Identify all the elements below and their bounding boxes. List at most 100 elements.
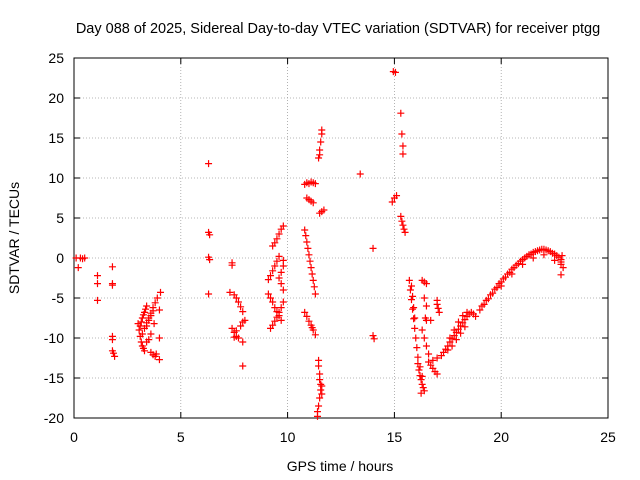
data-point xyxy=(407,296,415,304)
data-point xyxy=(150,320,158,328)
data-point xyxy=(271,239,279,247)
data-point xyxy=(476,306,484,314)
data-point xyxy=(463,308,471,316)
x-tick-label: 20 xyxy=(493,429,509,445)
data-point xyxy=(487,291,495,299)
data-point xyxy=(519,260,527,268)
data-point xyxy=(234,334,242,342)
data-point xyxy=(425,350,433,358)
y-tick-label: -20 xyxy=(44,410,64,426)
data-point xyxy=(145,316,153,324)
data-point xyxy=(391,68,399,76)
data-point xyxy=(226,288,234,296)
data-point xyxy=(315,362,323,370)
data-point xyxy=(269,298,277,306)
data-point xyxy=(155,334,163,342)
y-tick-labels: -20 -15 -10 -5 0 5 10 15 20 25 xyxy=(44,50,64,426)
data-point xyxy=(275,308,283,316)
data-point xyxy=(420,334,428,342)
data-point xyxy=(228,261,236,269)
data-point xyxy=(206,231,214,239)
data-point xyxy=(399,221,407,229)
data-point xyxy=(419,384,427,392)
data-point xyxy=(315,402,323,410)
y-tick-label: 15 xyxy=(48,130,64,146)
data-point xyxy=(145,336,153,344)
data-point xyxy=(422,280,430,288)
data-point xyxy=(407,282,415,290)
data-point xyxy=(311,180,319,188)
data-point xyxy=(316,376,324,384)
data-point xyxy=(433,370,441,378)
data-point xyxy=(315,154,323,162)
data-point xyxy=(152,350,160,358)
data-point xyxy=(434,304,442,312)
data-point xyxy=(135,326,143,334)
data-point xyxy=(230,333,238,341)
y-tick-label: 0 xyxy=(56,250,64,266)
y-tick-label: -10 xyxy=(44,330,64,346)
data-point xyxy=(303,312,311,320)
data-point xyxy=(277,316,285,324)
data-point xyxy=(529,254,537,262)
data-point xyxy=(307,264,315,272)
data-point xyxy=(422,302,430,310)
data-point xyxy=(405,276,413,284)
data-point xyxy=(397,212,405,220)
data-point xyxy=(108,263,116,271)
data-point xyxy=(241,316,249,324)
x-tick-label: 10 xyxy=(280,429,296,445)
y-tick-label: -15 xyxy=(44,370,64,386)
data-point xyxy=(559,264,567,272)
data-point xyxy=(136,322,144,330)
data-point xyxy=(239,308,247,316)
data-point xyxy=(269,321,277,329)
data-point xyxy=(153,294,161,302)
data-point xyxy=(110,349,118,357)
data-point xyxy=(137,318,145,326)
data-point xyxy=(311,331,319,339)
data-point xyxy=(551,256,559,264)
data-point xyxy=(512,261,520,269)
data-point xyxy=(525,251,533,259)
data-point xyxy=(406,286,414,294)
data-point xyxy=(239,338,247,346)
data-point xyxy=(429,356,437,364)
data-point xyxy=(448,342,456,350)
data-point xyxy=(237,322,245,330)
data-point xyxy=(275,252,283,260)
x-tick-label: 15 xyxy=(387,429,403,445)
data-point xyxy=(269,267,277,275)
data-point xyxy=(416,363,424,371)
grid-lines xyxy=(74,58,608,418)
data-point xyxy=(409,305,417,313)
data-point xyxy=(305,317,313,325)
data-point xyxy=(138,314,146,322)
data-points xyxy=(72,68,567,420)
data-point xyxy=(310,283,318,291)
data-point xyxy=(308,270,316,278)
data-point xyxy=(317,138,325,146)
data-point xyxy=(81,254,89,262)
data-point xyxy=(499,275,507,283)
data-point xyxy=(491,285,499,293)
data-point xyxy=(267,272,275,280)
data-point xyxy=(155,356,163,364)
data-point xyxy=(318,126,326,134)
data-point xyxy=(271,317,279,325)
data-point xyxy=(273,235,281,243)
data-point xyxy=(316,394,324,402)
data-point xyxy=(412,334,420,342)
data-point xyxy=(542,246,550,254)
data-point xyxy=(279,286,287,294)
data-point xyxy=(414,353,422,361)
data-point xyxy=(557,271,565,279)
data-point xyxy=(433,354,441,362)
data-point xyxy=(277,268,285,276)
data-point xyxy=(435,308,443,316)
data-point xyxy=(147,330,155,338)
data-point xyxy=(388,198,396,206)
data-point xyxy=(411,314,419,322)
data-point xyxy=(415,366,423,374)
data-point xyxy=(497,282,505,290)
